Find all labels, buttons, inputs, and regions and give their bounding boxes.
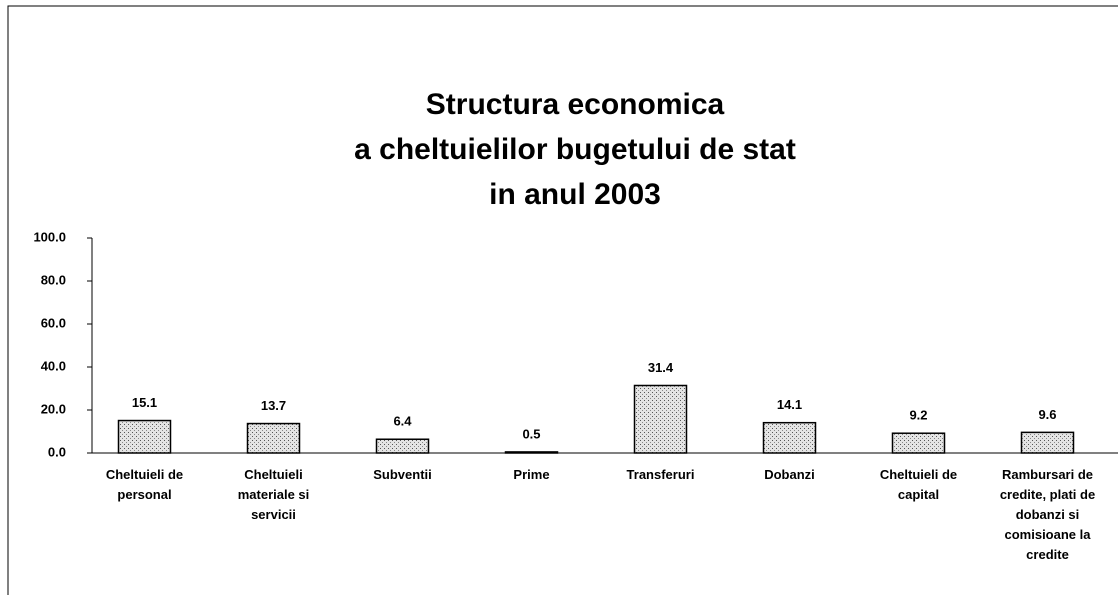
x-tick-label: Cheltuieli de capital [879, 467, 958, 502]
y-tick-label: 20.0 [41, 401, 66, 416]
x-tick-label: Dobanzi [764, 467, 815, 482]
chart-title: Structura economica [426, 88, 725, 121]
bar [633, 384, 688, 454]
value-label: 6.4 [393, 414, 412, 429]
value-label: 13.7 [261, 398, 286, 413]
bar [891, 432, 946, 454]
value-label: 9.2 [909, 408, 927, 423]
bar [1020, 431, 1075, 454]
x-tick-label: Subventii [373, 467, 432, 482]
bar [504, 451, 559, 454]
chart-title: a cheltuielilor bugetului de stat [354, 133, 796, 166]
frame [7, 5, 1118, 595]
y-tick-label: 40.0 [41, 358, 66, 373]
x-tick-label: Cheltuieli materiale si servicii [237, 467, 310, 522]
y-tick-label: 80.0 [41, 272, 66, 287]
y-tick-label: 100.0 [33, 229, 66, 244]
x-tick-label: Cheltuieli de personal [105, 467, 184, 502]
bar [246, 422, 301, 454]
y-tick-label: 0.0 [48, 444, 66, 459]
bar [375, 438, 430, 454]
y-tick-label: 60.0 [41, 315, 66, 330]
value-label: 14.1 [777, 397, 802, 412]
x-tick-label: Prime [513, 467, 550, 482]
value-label: 15.1 [132, 395, 157, 410]
x-tick-label: Rambursari de credite, plati de dobanzi … [999, 467, 1096, 562]
chart-title: in anul 2003 [489, 178, 661, 211]
bar [117, 419, 172, 454]
value-label: 31.4 [648, 360, 674, 375]
bar [762, 421, 817, 454]
value-label: 9.6 [1038, 407, 1056, 422]
value-label: 0.5 [522, 426, 540, 441]
x-tick-label: Transferuri [626, 467, 695, 482]
